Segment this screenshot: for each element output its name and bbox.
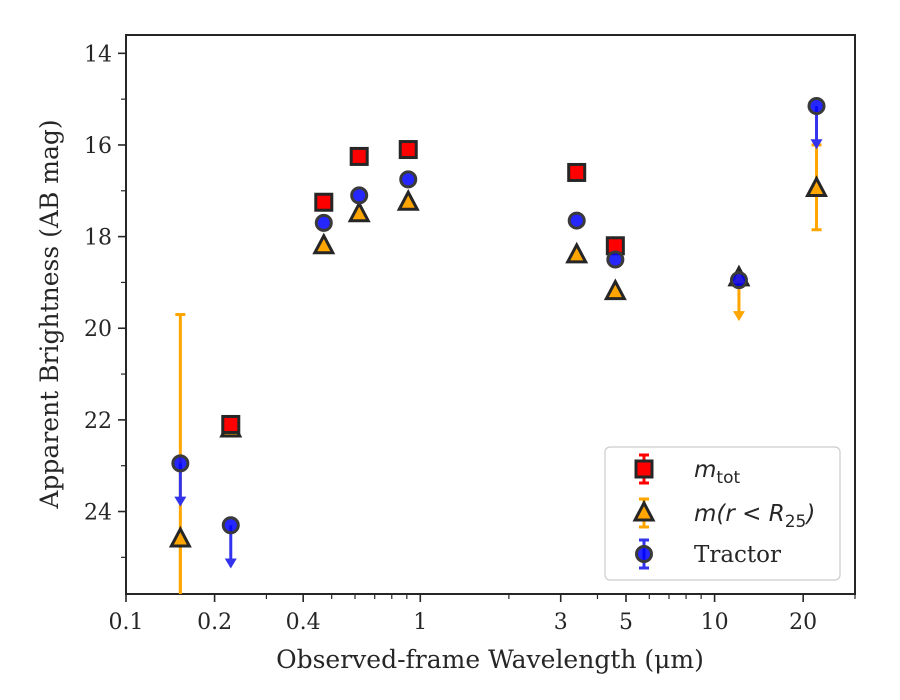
marker-circle <box>606 250 625 269</box>
marker-square <box>567 162 587 182</box>
marker-circle <box>807 97 826 116</box>
legend-label: Tractor <box>694 542 781 568</box>
legend-label-sub: 25 <box>785 512 807 532</box>
marker-square <box>349 146 369 166</box>
marker-circle <box>729 271 748 290</box>
legend-label-tail: ) <box>804 501 815 527</box>
x-tick-label: 1 <box>413 610 427 635</box>
marker-triangle <box>168 525 192 548</box>
upper-limit-arrow-head <box>810 139 823 150</box>
marker-circle <box>221 516 240 535</box>
y-tick-label: 14 <box>84 42 112 67</box>
marker-square <box>398 140 418 160</box>
upper-limit-arrow-head <box>224 558 237 569</box>
marker-circle <box>399 170 418 189</box>
y-tick-label: 16 <box>84 134 112 159</box>
marker-circle <box>314 213 333 232</box>
upper-limit-arrow-head <box>732 311 745 322</box>
y-axis-ticks: 14 16 18 20 22 24 <box>84 42 126 558</box>
marker-triangle <box>805 175 829 197</box>
data-marks <box>168 97 829 594</box>
x-axis-ticks: 0.1 0.2 0.4 1 3 5 10 20 <box>109 594 856 635</box>
marker-circle <box>350 186 369 205</box>
legend-label-sub: tot <box>716 468 740 488</box>
marker-square <box>221 414 241 434</box>
x-axis-title: Observed-frame Wavelength (μm) <box>276 645 704 674</box>
x-tick-label: 0.1 <box>109 610 144 635</box>
upper-limit-arrow-head <box>174 496 187 507</box>
legend-marker-circle <box>635 545 653 563</box>
marker-circle <box>567 211 586 230</box>
legend-label-main: m(r < R <box>694 501 785 527</box>
marker-circle <box>171 454 190 473</box>
legend-label: m(r < R25) <box>694 501 815 532</box>
y-tick-label: 20 <box>84 317 112 342</box>
marker-square <box>314 192 334 212</box>
legend-label: mtot <box>694 457 740 488</box>
x-tick-label: 5 <box>619 610 633 635</box>
y-tick-label: 18 <box>84 226 112 251</box>
legend-box <box>604 446 841 581</box>
legend-label-main: m <box>694 457 716 483</box>
legend-marker-square <box>634 459 654 479</box>
x-tick-label: 0.2 <box>197 610 232 635</box>
marker-triangle <box>312 232 336 255</box>
marker-triangle <box>603 278 627 301</box>
legend: mtot m(r < R25) Tractor <box>604 446 841 581</box>
y-tick-label: 22 <box>84 409 112 434</box>
y-tick-label: 24 <box>84 501 112 526</box>
x-tick-label: 10 <box>701 610 729 635</box>
marker-triangle <box>396 189 420 211</box>
x-tick-label: 0.4 <box>286 610 321 635</box>
marker-triangle <box>565 241 589 264</box>
y-axis-title: Apparent Brightness (AB mag) <box>35 119 64 509</box>
marker-triangle <box>347 200 371 223</box>
legend-marker-triangle <box>632 499 656 522</box>
x-tick-label: 20 <box>789 610 817 635</box>
x-tick-label: 3 <box>554 610 568 635</box>
